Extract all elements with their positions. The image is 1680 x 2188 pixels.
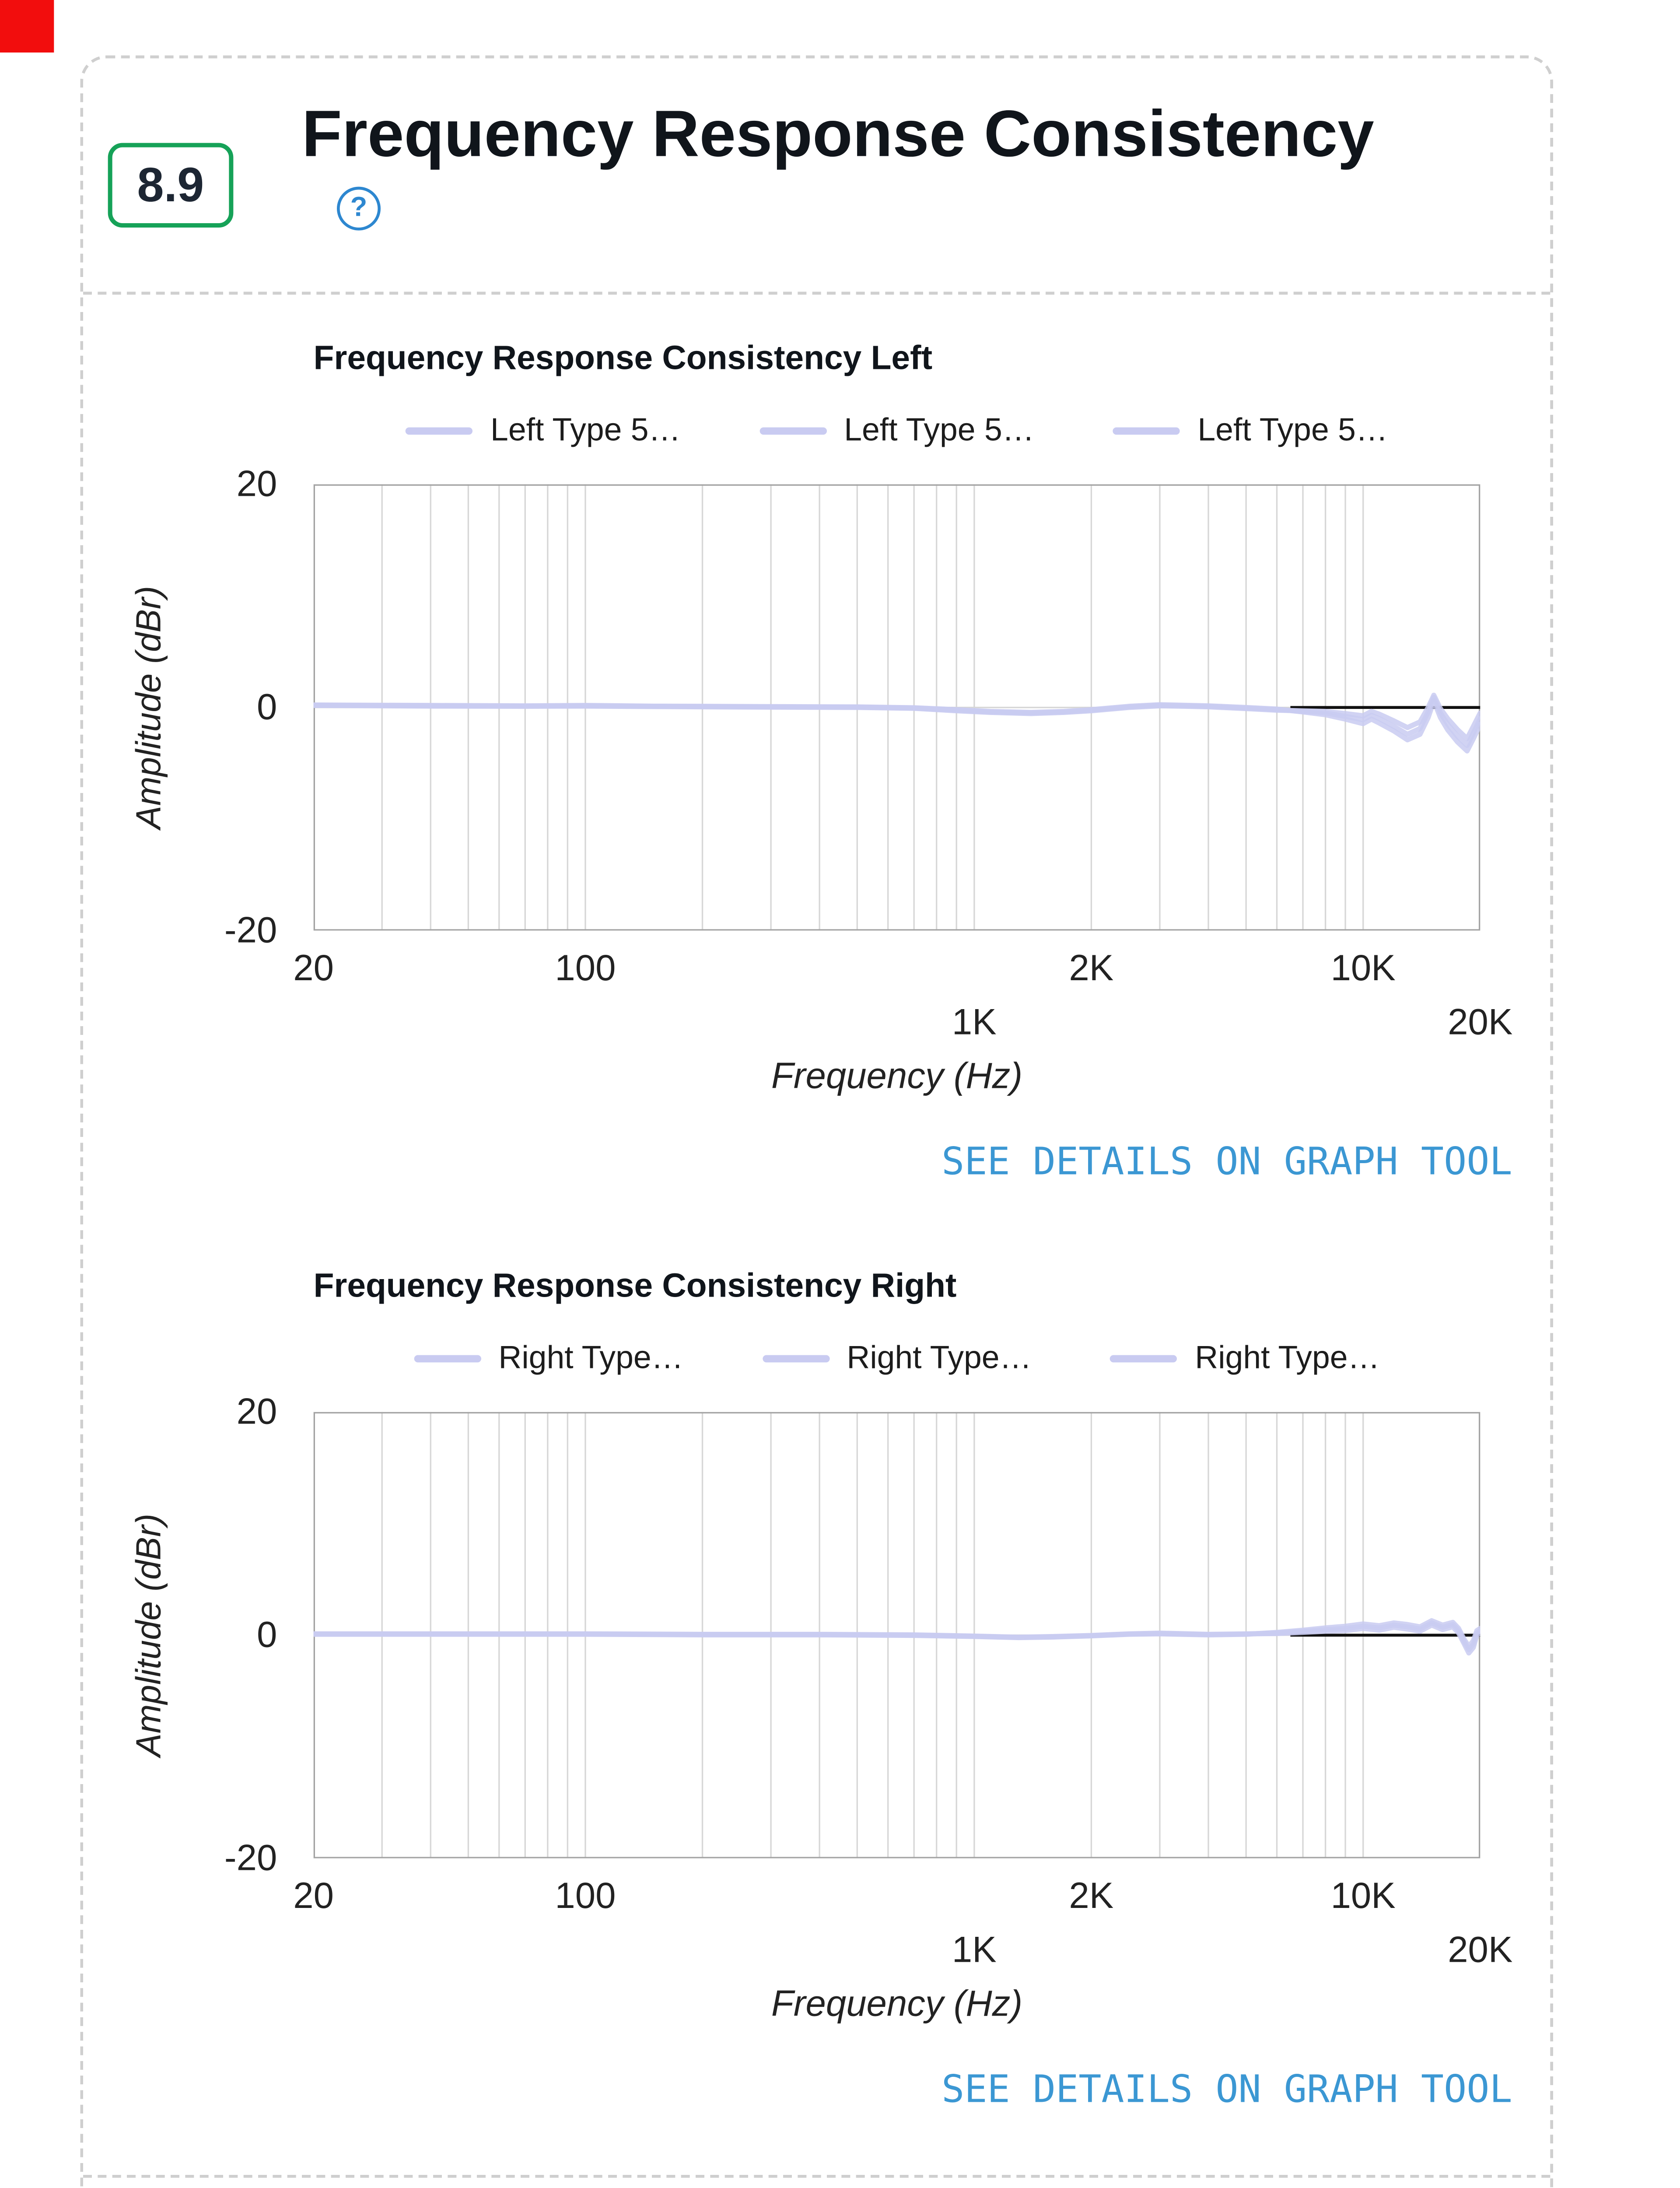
card-header: 8.9 Frequency Response Consistency ? [83,58,1550,295]
legend-label: Left Type 5… [1197,411,1388,448]
legend-label: Right Type… [847,1339,1032,1376]
y-axis-ticks: 20 0 -20 [192,464,277,951]
chart-title: Frequency Response Consistency Left [313,338,933,376]
y-tick-label: 20 [236,463,277,505]
series-line [313,698,1480,754]
legend-line-swatch-icon [406,426,473,434]
x-tick-label: 100 [555,1876,616,1917]
legend-line-swatch-icon [414,1354,481,1362]
x-tick-label: 10K [1330,948,1396,989]
score-badge: 8.9 [108,143,233,228]
legend-line-swatch-icon [762,1354,830,1362]
x-axis-title: Frequency (Hz) [771,1056,1023,1097]
plot-svg [313,1412,1480,1858]
x-tick-label: 20 [293,948,334,989]
legend-item: Right Type… [1110,1339,1380,1377]
see-details-link-right[interactable]: SEE DETAILS ON GRAPH TOOL [942,2068,1512,2112]
legend-line-swatch-icon [759,426,827,434]
help-icon[interactable]: ? [336,186,381,230]
std-deviation-section: Std. Deviation ? 0.48 dB [83,2178,1550,2188]
page-title: Frequency Response Consistency [301,96,1374,171]
chart-left: Frequency Response Consistency Left Left… [83,338,1556,1213]
red-accent-top [0,0,54,53]
series-line [313,1622,1480,1656]
chart-legend: Left Type 5… Left Type 5… Left Type 5… [314,411,1480,449]
chart-right: Frequency Response Consistency Right Rig… [83,1266,1556,2141]
frequency-response-consistency-card: 8.9 Frequency Response Consistency ? Fre… [80,55,1553,2188]
legend-line-swatch-icon [1110,1354,1178,1362]
y-tick-label: -20 [224,1837,277,1879]
see-details-link-left[interactable]: SEE DETAILS ON GRAPH TOOL [942,1140,1512,1185]
chart-legend: Right Type… Right Type… Right Type… [314,1339,1480,1377]
y-axis-title: Amplitude (dBr) [130,586,169,829]
legend-label: Left Type 5… [490,411,681,448]
legend-item: Left Type 5… [406,411,681,449]
x-tick-label: 20K [1448,1002,1513,1043]
y-axis-ticks: 20 0 -20 [192,1392,277,1879]
legend-label: Right Type… [498,1339,684,1376]
legend-line-swatch-icon [1113,426,1180,434]
plot-area: 20 100 1K 2K 10K 20K [293,484,1512,1043]
legend-item: Right Type… [414,1339,683,1377]
x-tick-label: 10K [1330,1876,1396,1917]
x-tick-label: 20 [293,1876,334,1917]
y-tick-label: 20 [236,1391,277,1433]
x-axis-title: Frequency (Hz) [771,1984,1023,2025]
y-tick-label: 0 [256,687,277,728]
y-tick-label: 0 [256,1614,277,1656]
plot-area: 20 100 1K 2K 10K 20K [293,1412,1512,1971]
chart-title: Frequency Response Consistency Right [313,1266,957,1304]
x-tick-label: 2K [1069,948,1114,989]
plot-svg [313,484,1480,931]
x-tick-label: 1K [952,1002,997,1043]
x-tick-label: 20K [1448,1929,1513,1971]
legend-label: Right Type… [1195,1339,1380,1376]
series-line [313,692,1480,741]
x-tick-label: 2K [1069,1876,1114,1917]
legend-item: Left Type 5… [1113,411,1388,449]
legend-label: Left Type 5… [844,411,1035,448]
charts-section: Frequency Response Consistency Left Left… [83,295,1550,2178]
legend-item: Left Type 5… [759,411,1035,449]
legend-item: Right Type… [762,1339,1032,1377]
title-block: Frequency Response Consistency ? [302,96,1374,230]
x-tick-label: 1K [952,1929,997,1971]
x-tick-label: 100 [555,948,616,989]
y-axis-title: Amplitude (dBr) [130,1513,169,1757]
y-tick-label: -20 [224,910,277,951]
